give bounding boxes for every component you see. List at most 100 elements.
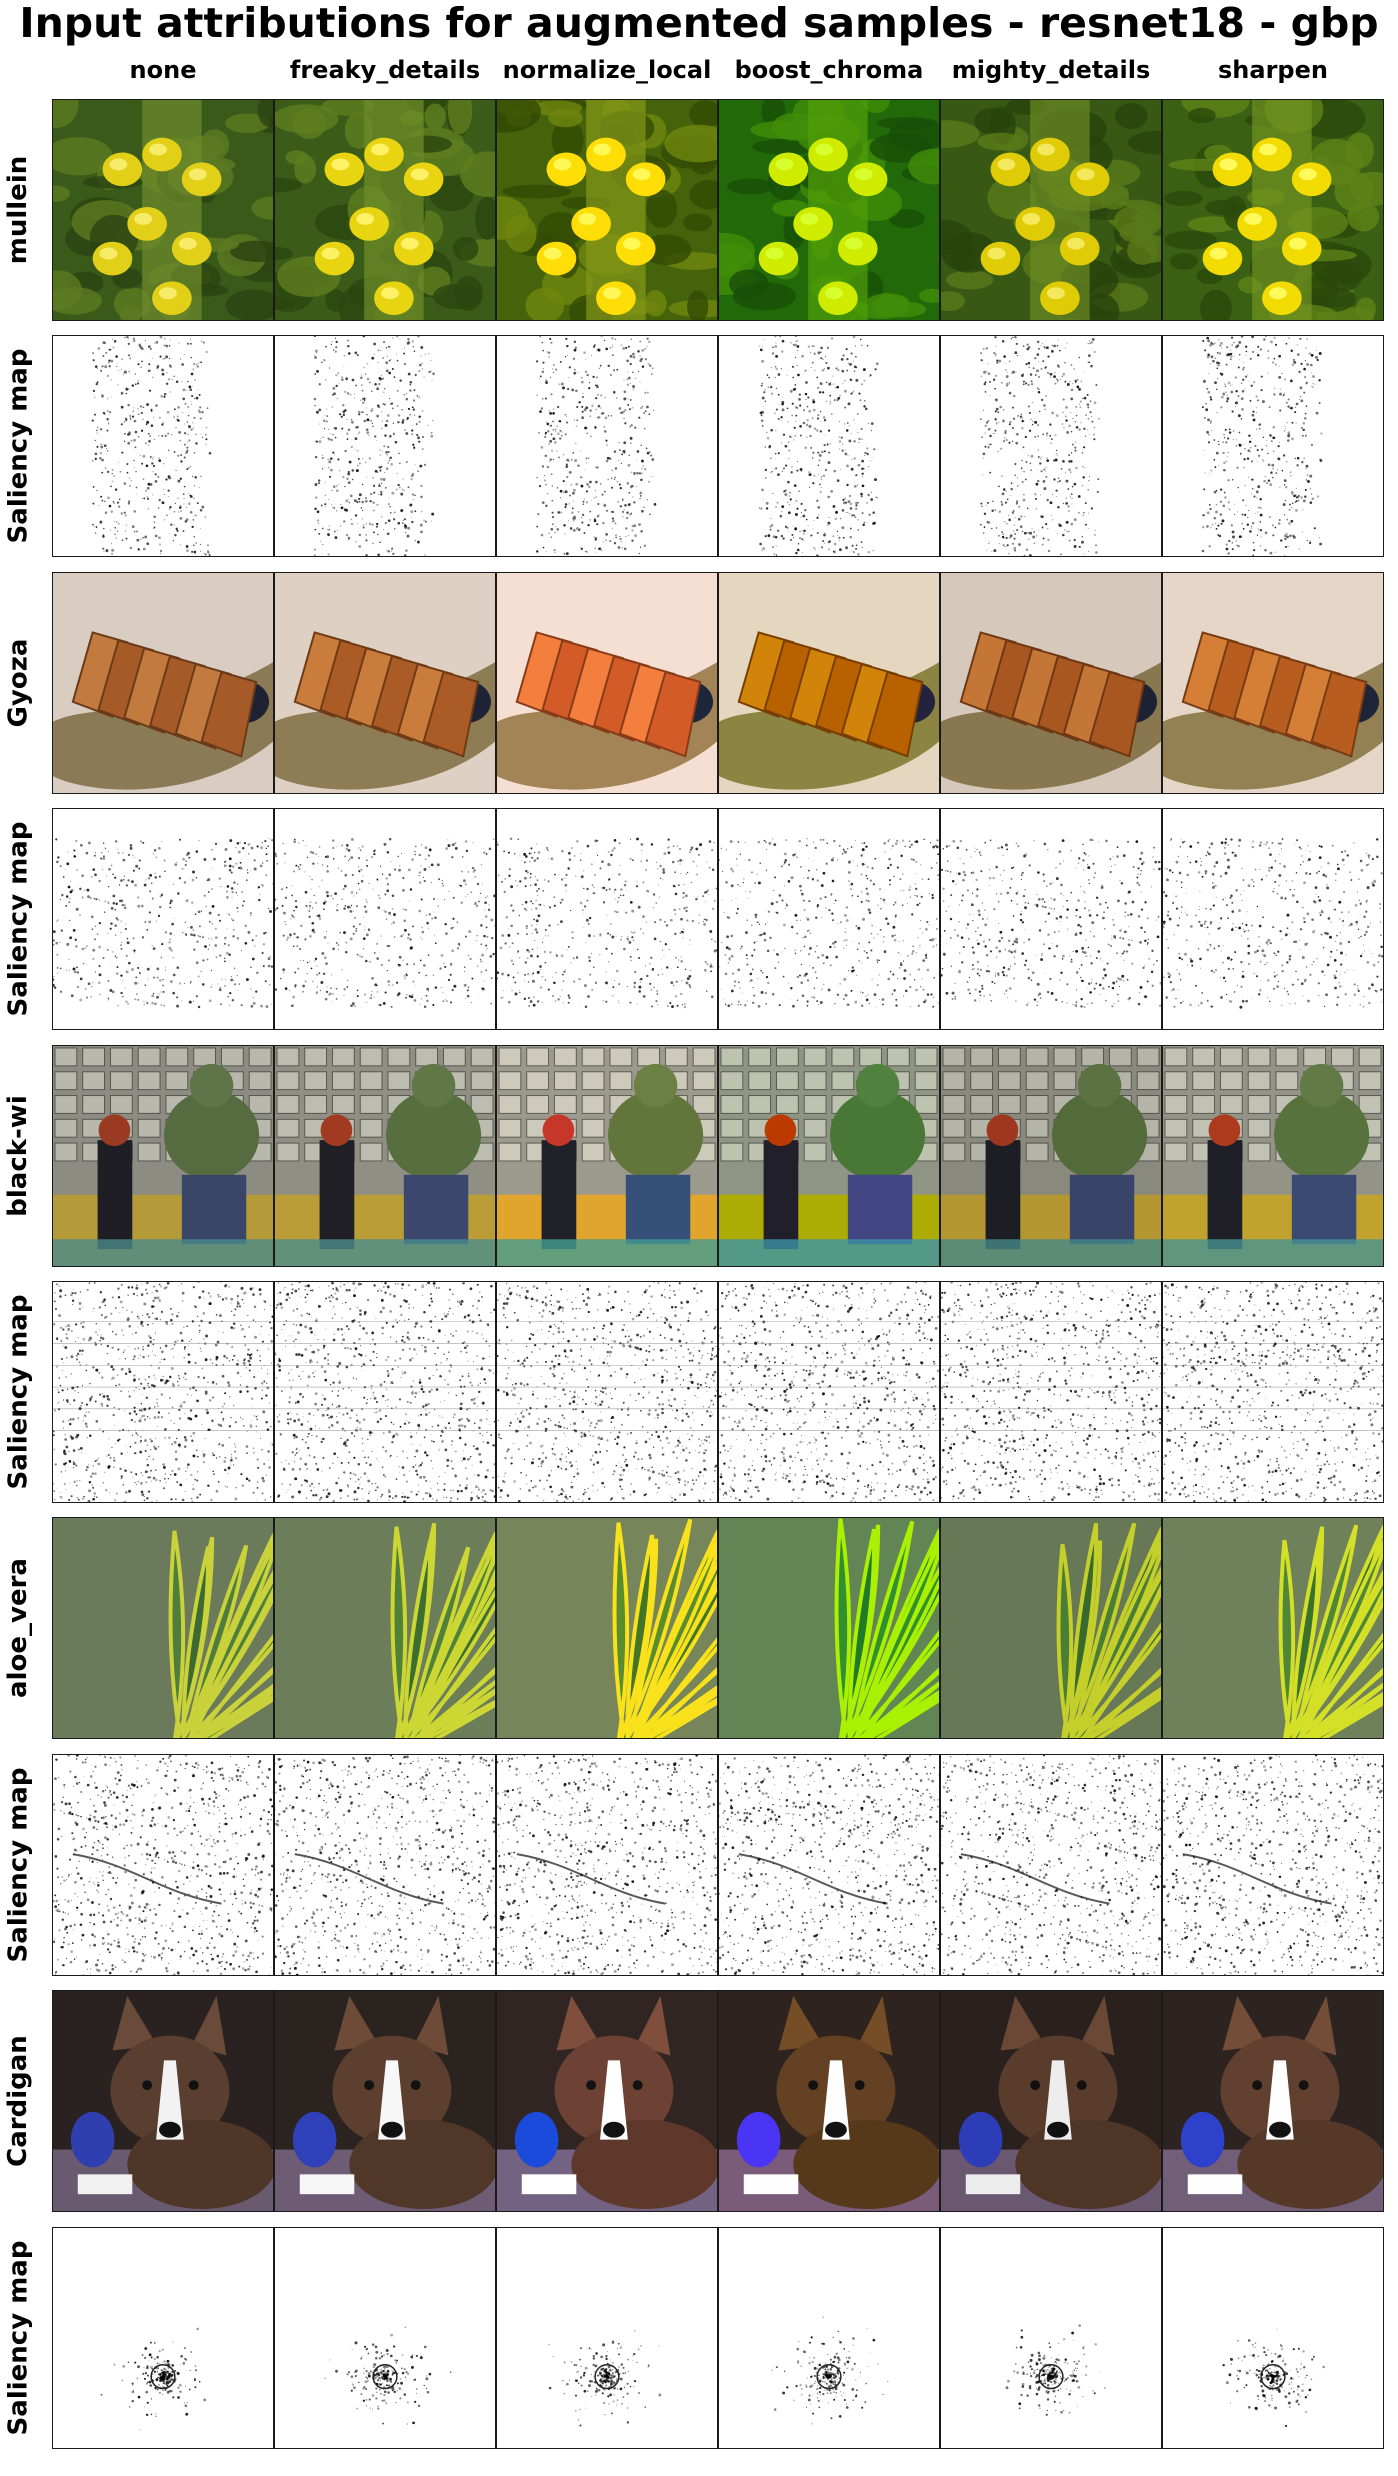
saliency-graphic <box>53 1754 273 1975</box>
image-graphic <box>275 100 495 320</box>
image-graphic <box>1163 1991 1383 2212</box>
sample-image <box>52 571 274 794</box>
saliency-graphic <box>275 1282 495 1502</box>
saliency-graphic <box>275 809 495 1030</box>
image-graphic <box>53 1045 273 1266</box>
row-label-text: Saliency map <box>3 1767 33 1963</box>
saliency-map-image <box>496 335 718 558</box>
sample-image <box>718 1044 940 1267</box>
image-graphic <box>497 1045 717 1266</box>
row-label: Saliency map <box>0 2227 36 2449</box>
sample-image <box>940 1517 1162 1740</box>
sample-image <box>718 99 940 321</box>
saliency-map-image <box>1162 1753 1384 1976</box>
column-header: mighty_details <box>951 56 1151 84</box>
saliency-graphic <box>497 2227 717 2448</box>
saliency-map-image <box>496 808 718 1031</box>
sample-image <box>52 1517 274 1740</box>
saliency-graphic <box>941 336 1161 557</box>
sample-image <box>1162 1990 1384 2213</box>
row-label-text: black-wi <box>3 1094 33 1217</box>
image-graphic <box>719 1991 939 2212</box>
column-header: none <box>129 56 197 84</box>
sample-image <box>940 99 1162 321</box>
saliency-map-image <box>718 1281 940 1503</box>
saliency-graphic <box>719 2227 939 2448</box>
saliency-map-image <box>718 2226 940 2449</box>
saliency-graphic <box>275 1754 495 1975</box>
saliency-graphic <box>1163 1282 1383 1502</box>
saliency-graphic <box>719 336 939 557</box>
sample-image <box>496 99 718 321</box>
sample-image <box>1162 1044 1384 1267</box>
sample-image <box>940 571 1162 794</box>
image-graphic <box>275 1991 495 2212</box>
image-graphic <box>719 100 939 320</box>
saliency-graphic <box>497 809 717 1030</box>
row-label: Saliency map <box>0 808 36 1030</box>
saliency-graphic <box>1163 2227 1383 2448</box>
row-label: black-wi <box>0 1045 36 1267</box>
row-label-text: Cardigan <box>3 2035 34 2168</box>
saliency-graphic <box>719 1754 939 1975</box>
row-label-text: Saliency map <box>3 821 33 1017</box>
image-graphic <box>719 572 939 793</box>
image-graphic <box>941 1045 1161 1266</box>
image-graphic <box>719 1518 939 1739</box>
column-header: sharpen <box>1218 56 1328 84</box>
sample-image <box>940 1044 1162 1267</box>
saliency-map-image <box>274 2226 496 2449</box>
row-label-text: Saliency map <box>3 2240 33 2436</box>
saliency-map-image <box>52 1281 274 1503</box>
row-label: mullein <box>0 99 36 321</box>
sample-image <box>718 571 940 794</box>
sample-image <box>718 1517 940 1740</box>
saliency-graphic <box>53 809 273 1030</box>
saliency-graphic <box>497 1754 717 1975</box>
image-graphic <box>275 572 495 793</box>
row-label: Gyoza <box>0 572 36 794</box>
saliency-map-image <box>1162 335 1384 558</box>
saliency-graphic <box>1163 1754 1383 1975</box>
image-graphic <box>1163 100 1383 320</box>
saliency-map-image <box>940 2226 1162 2449</box>
image-graphic <box>1163 1518 1383 1739</box>
saliency-map-image <box>274 1281 496 1503</box>
sample-image <box>274 1517 496 1740</box>
saliency-map-image <box>940 1281 1162 1503</box>
saliency-map-image <box>718 1753 940 1976</box>
saliency-map-image <box>52 808 274 1031</box>
sample-image <box>274 571 496 794</box>
sample-image <box>496 1044 718 1267</box>
sample-image <box>1162 99 1384 321</box>
saliency-graphic <box>941 2227 1161 2448</box>
saliency-map-image <box>1162 1281 1384 1503</box>
saliency-map-image <box>274 808 496 1031</box>
saliency-graphic <box>1163 336 1383 557</box>
saliency-graphic <box>275 2227 495 2448</box>
saliency-map-image <box>496 1281 718 1503</box>
sample-image <box>496 1517 718 1740</box>
sample-image <box>940 1990 1162 2213</box>
sample-image <box>274 99 496 321</box>
row-label-text: Gyoza <box>3 638 33 728</box>
sample-image <box>274 1044 496 1267</box>
row-label: aloe_vera <box>0 1517 36 1739</box>
sample-image <box>1162 1517 1384 1740</box>
saliency-map-image <box>496 2226 718 2449</box>
figure-title: Input attributions for augmented samples… <box>19 0 1379 47</box>
saliency-graphic <box>497 336 717 557</box>
sample-image <box>52 1990 274 2213</box>
image-graphic <box>497 1518 717 1739</box>
sample-image <box>496 571 718 794</box>
row-label: Saliency map <box>0 335 36 557</box>
image-graphic <box>275 1045 495 1266</box>
image-graphic <box>1163 1045 1383 1266</box>
saliency-map-image <box>718 808 940 1031</box>
saliency-graphic <box>275 336 495 557</box>
saliency-graphic <box>53 1282 273 1502</box>
saliency-graphic <box>53 2227 273 2448</box>
row-label-text: aloe_vera <box>3 1558 33 1699</box>
saliency-graphic <box>941 1754 1161 1975</box>
saliency-graphic <box>53 336 273 557</box>
